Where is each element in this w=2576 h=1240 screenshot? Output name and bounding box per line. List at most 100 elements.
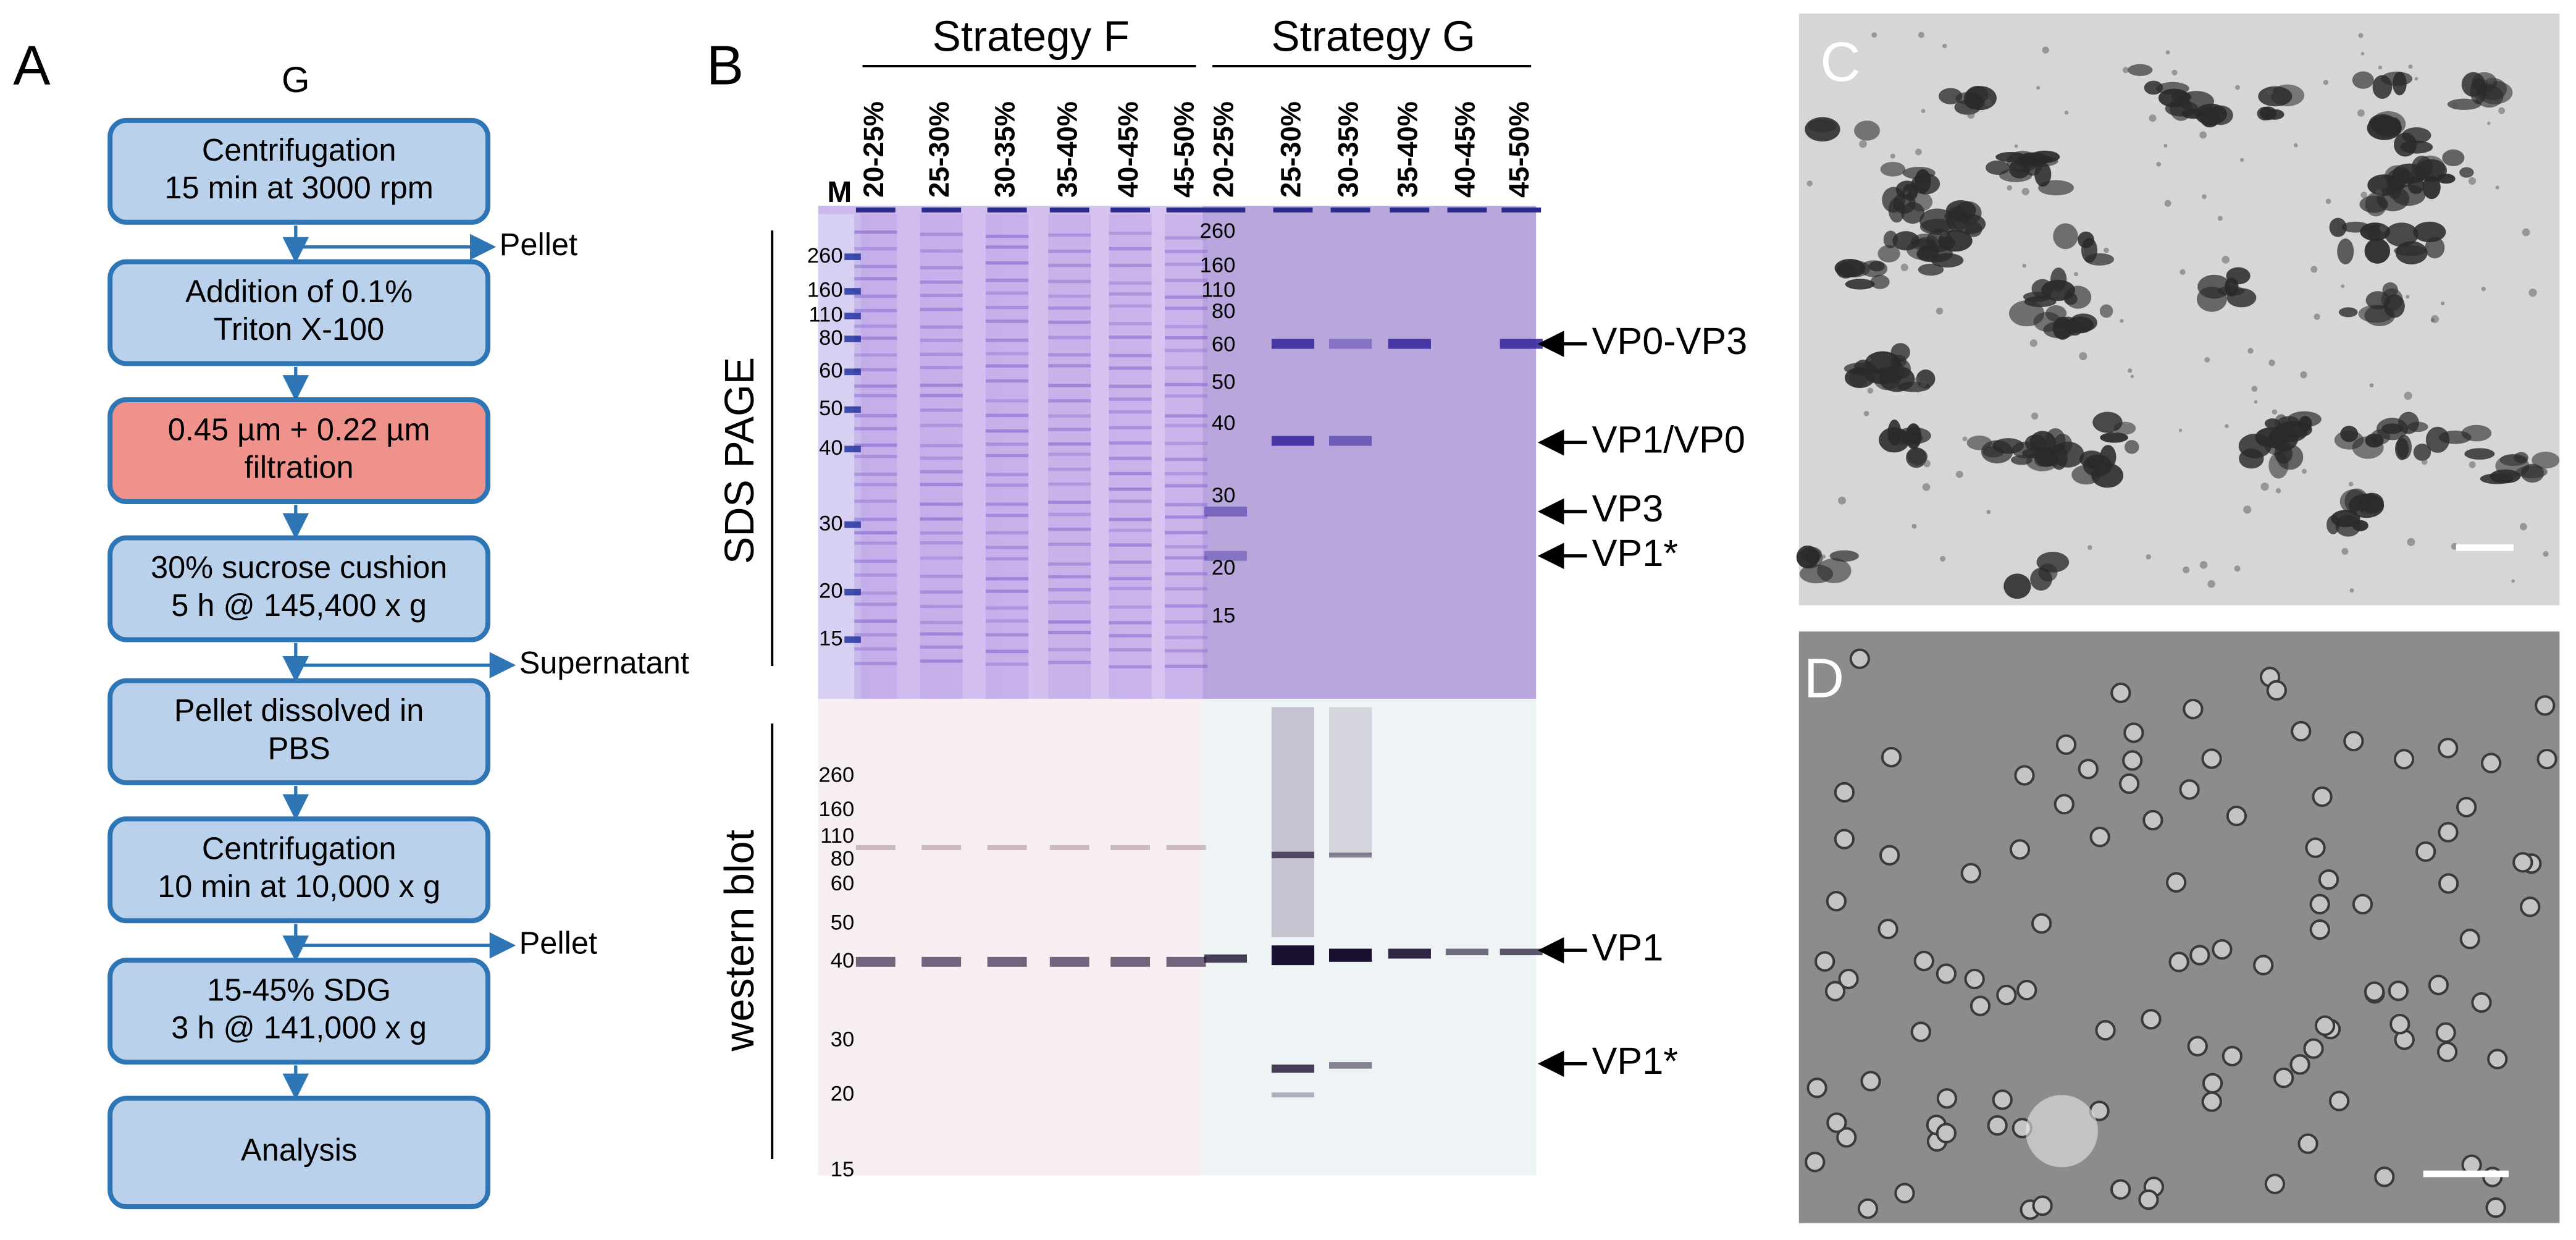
em-dot xyxy=(2300,371,2307,379)
wb-band xyxy=(1049,845,1089,850)
em-particle xyxy=(2110,1179,2131,1200)
em-dot xyxy=(2360,192,2367,198)
em-particle xyxy=(1894,1183,1915,1204)
gel-band xyxy=(1109,528,1152,533)
gel-band xyxy=(1048,601,1091,604)
gel-band xyxy=(1164,556,1208,560)
em-aggregate xyxy=(2396,434,2412,460)
em-particle xyxy=(1881,746,1902,768)
em-particle xyxy=(2393,749,2415,770)
ladder-label: 60 xyxy=(831,872,854,895)
em-aggregate xyxy=(2264,418,2280,429)
ladder-label: 80 xyxy=(819,326,842,350)
gel-band xyxy=(1164,515,1208,519)
em-particle xyxy=(2438,822,2459,843)
ladder-label: 30 xyxy=(819,512,842,535)
em-dot xyxy=(2165,50,2170,55)
ladder-label: 160 xyxy=(819,798,855,821)
em-aggregate xyxy=(1919,219,1956,235)
gel-band xyxy=(920,249,963,253)
gel-band xyxy=(1048,542,1091,546)
marker-lane-label: M xyxy=(827,176,852,209)
em-particle xyxy=(2202,1073,2223,1094)
em-aggregate xyxy=(1992,438,2024,454)
em-dot xyxy=(2543,550,2549,557)
em-particle xyxy=(2312,786,2333,808)
em-dot xyxy=(2260,483,2269,491)
gel-band xyxy=(1048,512,1091,517)
em-dot xyxy=(2498,107,2506,114)
em-dot xyxy=(2323,80,2328,85)
em-dot xyxy=(2519,523,2527,531)
ladder-label: 260 xyxy=(819,763,855,787)
em-dot xyxy=(2421,458,2428,465)
em-dot xyxy=(2378,65,2383,70)
gel-band xyxy=(920,352,963,356)
em-dot xyxy=(1936,307,1944,315)
em-dot xyxy=(2349,588,2354,593)
flow-text: Triton X-100 xyxy=(214,311,384,347)
wb-band xyxy=(987,845,1027,850)
gel-band xyxy=(1109,384,1152,389)
gel-band xyxy=(920,517,963,521)
ladder-label: 30 xyxy=(831,1028,854,1052)
em-aggregate xyxy=(2265,109,2284,120)
gel-band xyxy=(920,502,963,506)
em-aggregate xyxy=(2532,452,2560,469)
em-dot xyxy=(2469,461,2476,468)
gel-band xyxy=(986,245,1029,249)
flow-box xyxy=(107,117,491,225)
gel-band xyxy=(986,557,1029,561)
em-aggregate xyxy=(2436,174,2456,184)
em-particle xyxy=(2123,722,2144,743)
gel-band xyxy=(854,394,897,398)
gel-band xyxy=(920,444,963,448)
em-particle xyxy=(1936,963,1957,984)
ladder-label: 15 xyxy=(831,1158,854,1181)
em-particle xyxy=(1826,1112,1847,1133)
gel-band xyxy=(920,456,963,460)
flow-text: 10 min at 10,000 x g xyxy=(157,869,440,904)
em-particle xyxy=(1849,648,1870,669)
gel-band xyxy=(920,541,963,545)
lane-label: 35-40% xyxy=(1052,101,1083,198)
panel-label: B xyxy=(707,34,744,96)
gel-band xyxy=(1164,649,1208,653)
gel-band xyxy=(986,453,1029,458)
em-dot xyxy=(2156,161,2162,167)
gel-band xyxy=(1109,366,1152,370)
em-particle xyxy=(2343,730,2364,752)
ladder-label: 15 xyxy=(819,627,842,651)
gel-band xyxy=(1109,605,1152,609)
em-dot xyxy=(2029,339,2037,347)
gel-band xyxy=(854,324,897,328)
gel-band xyxy=(1048,528,1091,531)
gel-band xyxy=(854,309,897,313)
wb-band xyxy=(1049,956,1089,967)
gel-band xyxy=(920,556,963,560)
em-particle xyxy=(2089,827,2110,848)
gel-band xyxy=(854,336,897,340)
em-dot xyxy=(2358,33,2364,38)
gel-band xyxy=(854,559,897,563)
em-aggregate xyxy=(2034,162,2052,187)
gel-band xyxy=(854,455,897,458)
em-dot xyxy=(2064,111,2069,115)
em-aggregate xyxy=(2461,72,2486,97)
gel-well xyxy=(1110,207,1151,213)
em-aggregate xyxy=(2063,293,2078,305)
ladder-label: 30 xyxy=(1212,484,1235,507)
ladder-label: 80 xyxy=(1212,300,1235,323)
em-particle xyxy=(2512,852,2533,873)
em-aggregate xyxy=(1877,245,1900,263)
em-aggregate xyxy=(2364,238,2391,264)
gel-band xyxy=(1048,575,1091,579)
gel-band xyxy=(1048,335,1091,340)
em-aggregate xyxy=(1845,279,1875,290)
gel-band xyxy=(986,364,1029,368)
em-dot xyxy=(1911,523,1917,529)
em-dot xyxy=(2178,428,2183,432)
lane-label: 25-30% xyxy=(1275,101,1306,198)
em-aggregate xyxy=(2413,221,2446,243)
gel-band xyxy=(1109,471,1152,476)
